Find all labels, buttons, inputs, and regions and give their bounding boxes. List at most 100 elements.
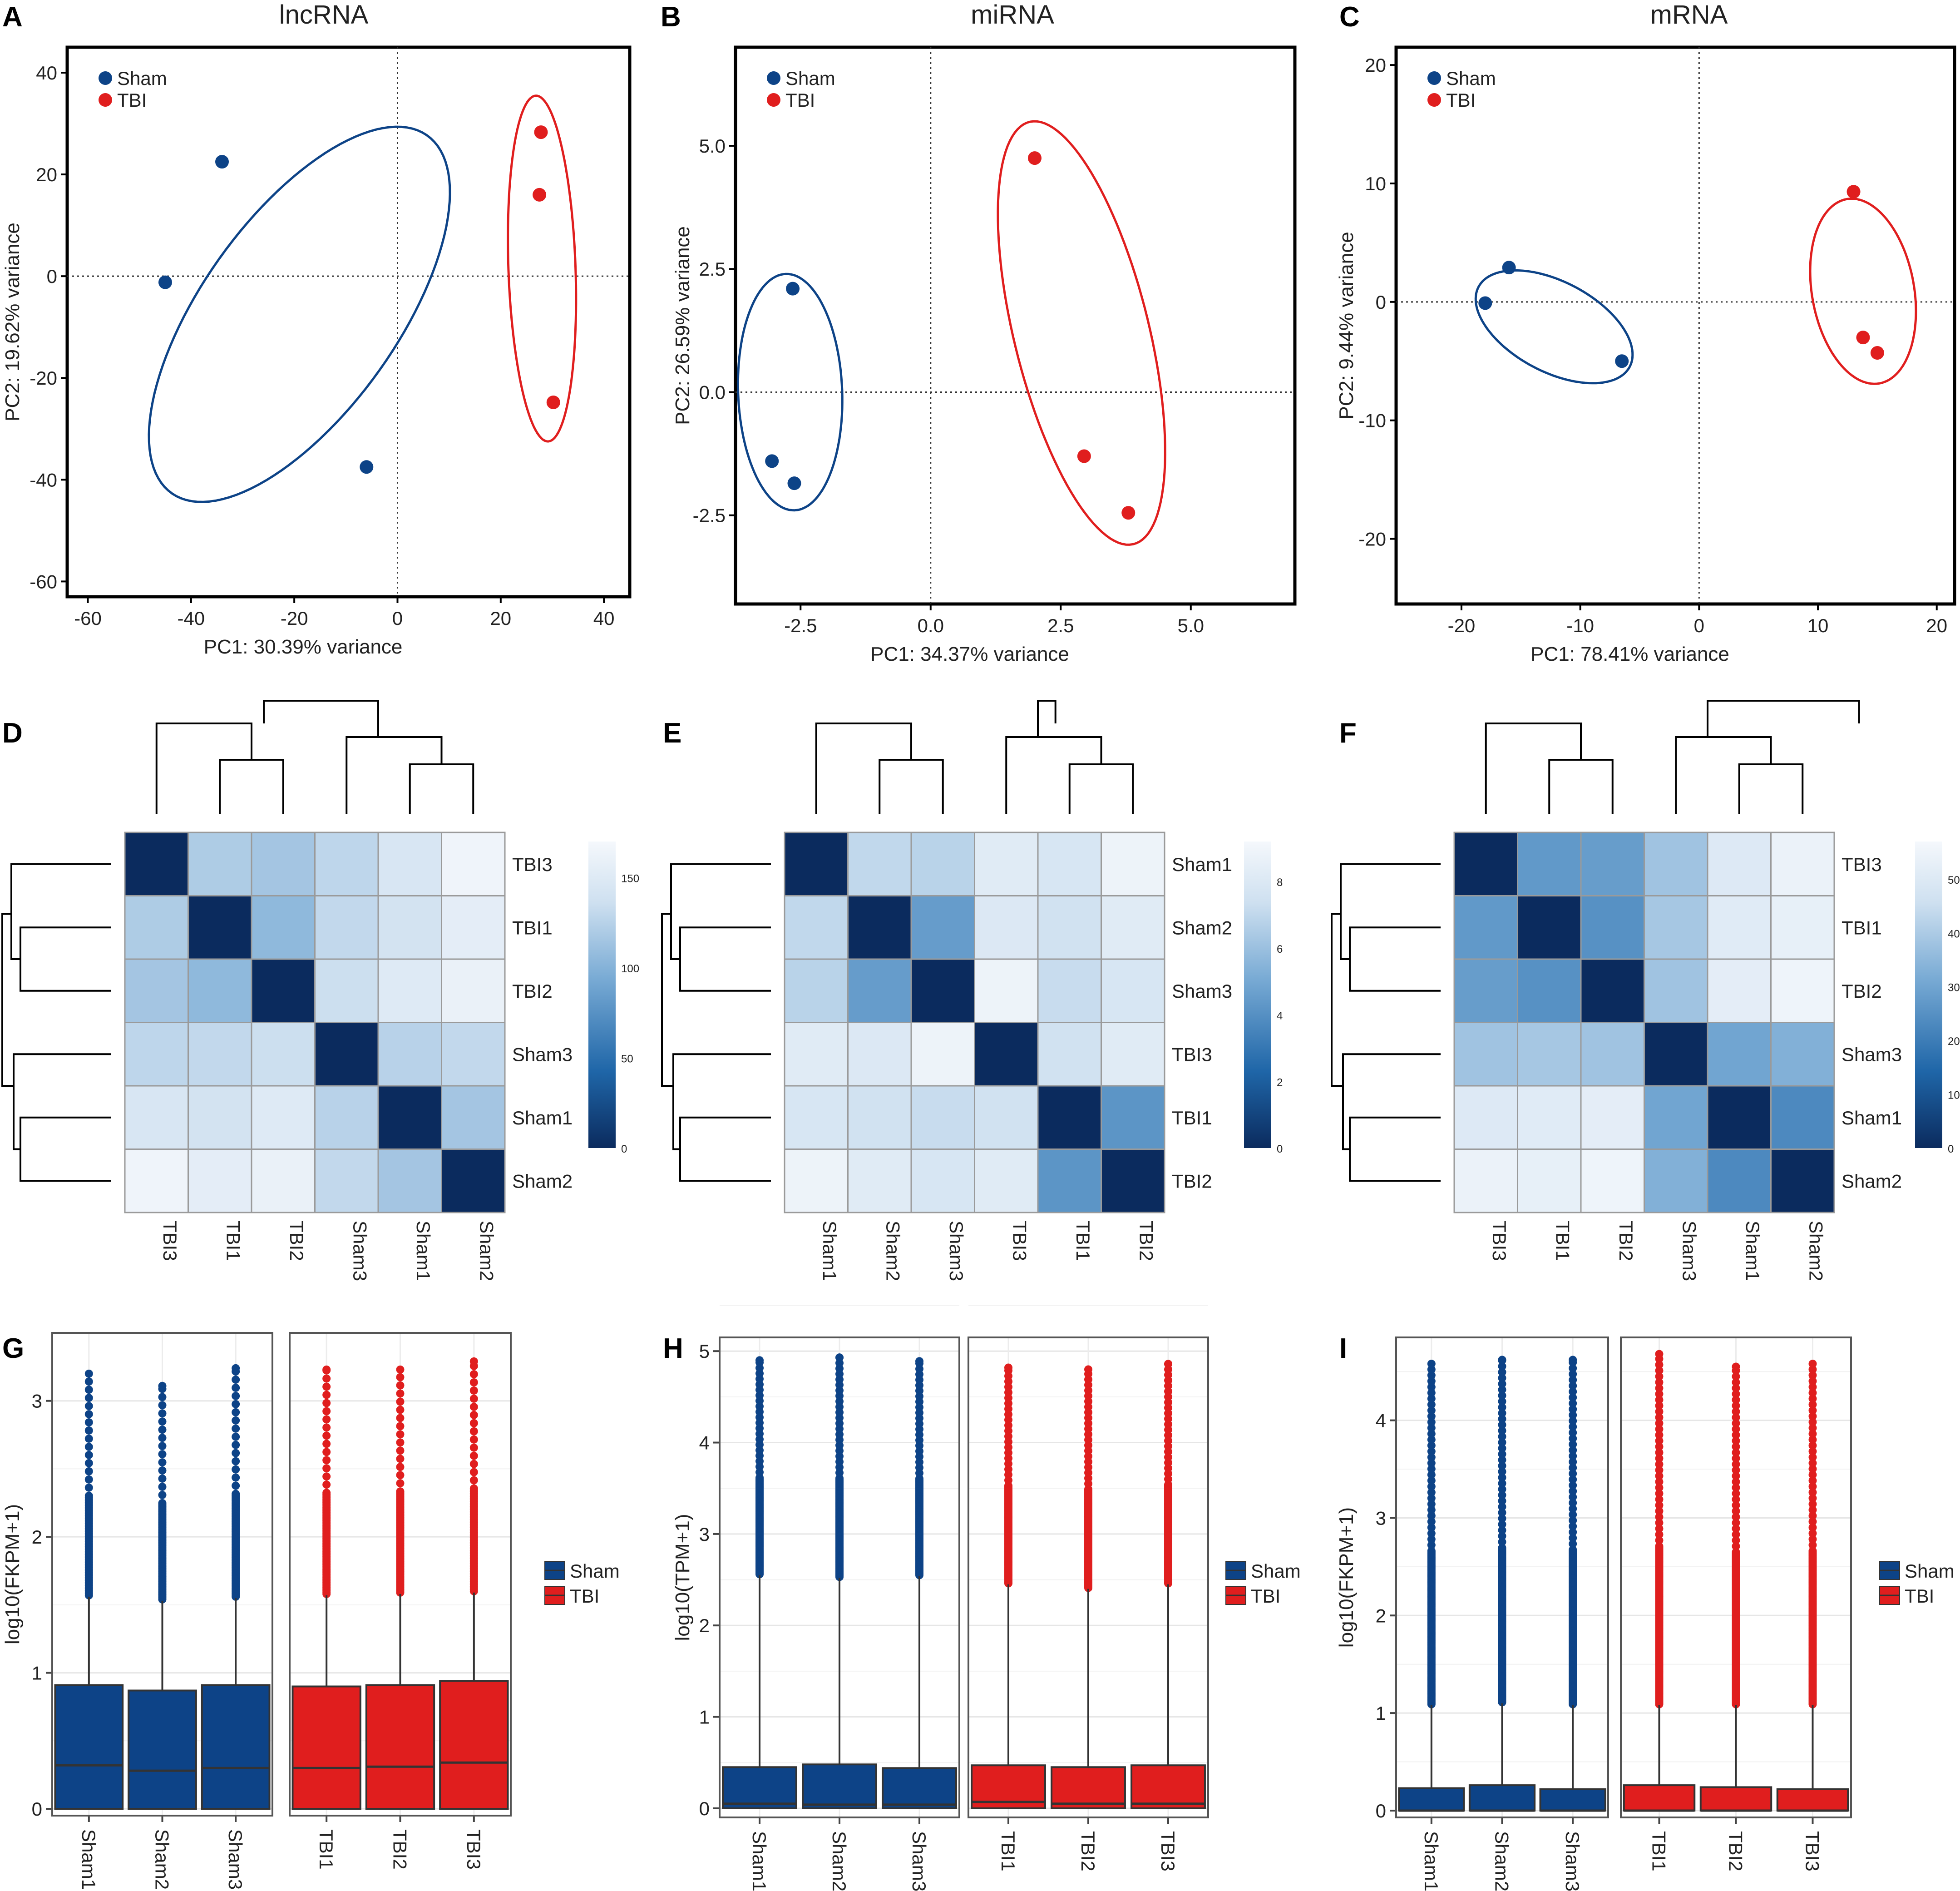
outlier-point: [1427, 1412, 1436, 1421]
outlier-point: [396, 1487, 405, 1496]
sample-label: TBI3: [1157, 1831, 1179, 1871]
outlier-point: [232, 1473, 240, 1482]
outlier-point: [1569, 1534, 1577, 1542]
row-dendrogram: [679, 1116, 771, 1182]
outlier-point: [1569, 1487, 1577, 1495]
y-tick-label: 10: [1365, 173, 1386, 194]
outlier-point: [322, 1489, 331, 1497]
heatmap-cell: [1453, 832, 1518, 896]
legend-label-tbi: TBI: [570, 1585, 599, 1607]
outlier-point: [1732, 1372, 1740, 1381]
data-point-sham: [360, 460, 374, 474]
heatmap-cell: [188, 1022, 252, 1087]
outlier-group: [1808, 1360, 1817, 1708]
sample-label: Sham3: [225, 1829, 246, 1890]
outlier-point: [1569, 1493, 1577, 1501]
heatmap-col-label: Sham1: [413, 1221, 434, 1281]
outlier-group: [755, 1356, 764, 1579]
outlier-point: [1808, 1517, 1817, 1526]
outlier-point: [158, 1499, 167, 1507]
x-axis-label: PC1: 30.39% variance: [204, 636, 403, 658]
y-tick-label: 5: [699, 1341, 710, 1362]
heatmap-col-label: Sham3: [349, 1221, 370, 1281]
outlier-point: [1655, 1361, 1664, 1369]
y-tick-label: -20: [1358, 529, 1386, 550]
legend-dot-tbi: [99, 93, 112, 107]
heatmap-col-label: Sham2: [476, 1221, 497, 1281]
y-tick-label: 2: [1376, 1605, 1386, 1626]
row-dendrogram: [670, 863, 771, 960]
outlier-point: [84, 1450, 93, 1459]
outlier-group: [1498, 1356, 1506, 1707]
outlier-point: [755, 1356, 764, 1365]
outlier-point: [1808, 1494, 1817, 1503]
column-dendrogram: [1068, 763, 1134, 814]
pca-title: mRNA: [1650, 0, 1728, 30]
outlier-point: [1732, 1407, 1740, 1416]
outlier-point: [1808, 1377, 1817, 1386]
outlier-point: [1569, 1393, 1577, 1402]
outlier-point: [322, 1391, 331, 1399]
heatmap-row-label: Sham3: [1172, 980, 1232, 1002]
outlier-point: [1655, 1396, 1664, 1404]
heatmap-cell: [314, 1085, 379, 1150]
outlier-point: [1498, 1415, 1506, 1423]
outlier-point: [1498, 1508, 1506, 1517]
heatmap-cell: [1517, 1085, 1582, 1150]
y-tick-label: -60: [30, 571, 57, 592]
pca-title: miRNA: [971, 0, 1054, 30]
outlier-point: [1569, 1522, 1577, 1530]
heatmap-cell: [974, 1148, 1039, 1213]
outlier-point: [1498, 1467, 1506, 1476]
outlier-point: [1655, 1372, 1664, 1381]
column-dendrogram: [879, 759, 944, 814]
outlier-point: [1498, 1403, 1506, 1411]
outlier-point: [469, 1468, 478, 1476]
legend-label-sham: Sham: [1251, 1560, 1301, 1582]
y-tick-label: 40: [36, 62, 57, 84]
heatmap-cell: [910, 832, 975, 896]
heatmap-col-label: TBI3: [1489, 1221, 1510, 1261]
colorbar-tick-label: 100: [621, 963, 639, 975]
legend-label-sham: Sham: [785, 68, 835, 89]
pca-plot-frame: [1394, 45, 1956, 606]
outlier-point: [1569, 1428, 1577, 1437]
heatmap-col-label: TBI3: [1009, 1221, 1030, 1261]
heatmap-cell: [1580, 1148, 1645, 1213]
outlier-point: [1732, 1466, 1740, 1475]
outlier-point: [1808, 1365, 1817, 1374]
heatmap-cell: [314, 895, 379, 960]
outlier-point: [1498, 1438, 1506, 1447]
outlier-point: [1427, 1383, 1436, 1391]
row-dendrogram: [672, 1053, 771, 1150]
outlier-point: [1655, 1366, 1664, 1375]
outlier-point: [322, 1472, 331, 1481]
outlier-point: [1808, 1535, 1817, 1544]
outlier-point: [1427, 1459, 1436, 1467]
outlier-point: [1427, 1371, 1436, 1380]
outlier-point: [396, 1446, 405, 1455]
heatmap-cell: [1580, 1085, 1645, 1150]
outlier-point: [1498, 1444, 1506, 1453]
row-dendrogram: [1331, 913, 1343, 1087]
panel-letter-f: F: [1339, 718, 1357, 749]
heatmap-col-label: Sham3: [946, 1221, 967, 1281]
x-tick-label: -20: [1448, 615, 1476, 636]
outlier-point: [1569, 1469, 1577, 1478]
heatmap-col-label: TBI3: [159, 1221, 181, 1261]
heatmap-cell: [251, 895, 316, 960]
heatmap-cell: [1580, 832, 1645, 896]
outlier-point: [158, 1490, 167, 1499]
heatmap-cell: [124, 1148, 189, 1213]
row-dendrogram: [20, 1116, 111, 1182]
outlier-point: [1569, 1399, 1577, 1408]
heatmap-row-label: TBI3: [1172, 1044, 1212, 1065]
legend-label-tbi: TBI: [1251, 1585, 1280, 1607]
outlier-point: [1732, 1495, 1740, 1504]
heatmap-cell: [1644, 832, 1708, 896]
sample-label: Sham1: [1421, 1831, 1442, 1891]
heatmap-cell: [188, 1085, 252, 1150]
outlier-point: [1498, 1380, 1506, 1388]
sample-label: Sham1: [78, 1829, 99, 1890]
outlier-point: [1808, 1406, 1817, 1415]
